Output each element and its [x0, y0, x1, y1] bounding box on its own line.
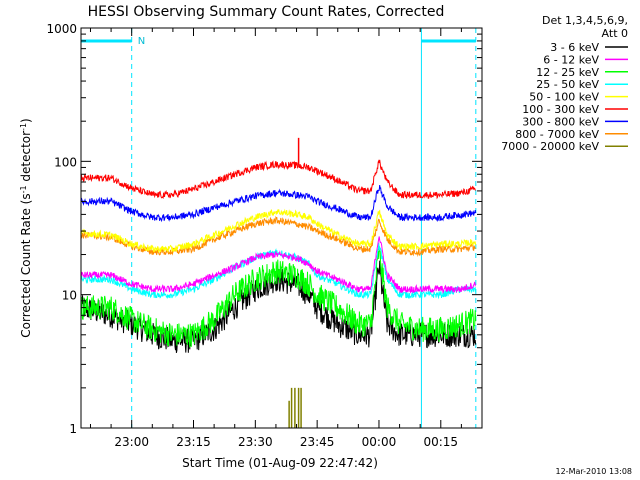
legend-label: 3 - 6 keV — [550, 41, 599, 54]
series-6-12keV-line — [80, 236, 477, 294]
x-tick-label: 23:45 — [300, 435, 335, 449]
x-tick-label: 23:30 — [238, 435, 273, 449]
legend-header: Det 1,3,4,5,6,9, — [542, 14, 628, 27]
x-tick-label: 23:00 — [114, 435, 149, 449]
plot-frame — [80, 27, 483, 429]
night-marker: N — [138, 36, 145, 47]
y-axis: 1000 100 10 1 — [46, 22, 482, 436]
x-tick-label: 00:15 — [423, 435, 458, 449]
legend-subheader: Att 0 — [602, 27, 628, 40]
x-tick-label: 23:15 — [176, 435, 211, 449]
y-tick-label: 100 — [54, 155, 77, 169]
legend-label: 25 - 50 keV — [536, 78, 599, 91]
x-tick-label: 00:00 — [362, 435, 397, 449]
legend-label: 6 - 12 keV — [543, 53, 599, 66]
series-300-800keV-line — [80, 185, 477, 223]
legend-label: 7000 - 20000 keV — [501, 140, 599, 153]
legend-label: 50 - 100 keV — [529, 91, 599, 104]
series-12-25keV-line — [80, 245, 477, 348]
legend-label: 800 - 7000 keV — [515, 128, 599, 141]
x-axis-label: Start Time (01-Aug-09 22:47:42) — [182, 456, 378, 470]
plot-area: N — [80, 28, 477, 428]
y-axis-label: Corrected Count Rate (s-1 detector-1) — [19, 118, 33, 337]
legend-label: 100 - 300 keV — [522, 103, 599, 116]
chart-title: HESSI Observing Summary Count Rates, Cor… — [88, 4, 445, 20]
y-tick-label: 1000 — [46, 22, 77, 36]
x-axis: 23:00 23:15 23:30 23:45 00:00 00:15 — [89, 28, 483, 449]
legend-label: 12 - 25 keV — [536, 66, 599, 79]
y-tick-label: 10 — [62, 289, 77, 303]
timestamp: 12-Mar-2010 13:08 — [556, 467, 633, 476]
legend-label: 300 - 800 keV — [522, 115, 599, 128]
y-tick-label: 1 — [69, 422, 77, 436]
series-50-100keV-line — [80, 208, 477, 253]
series-100-300keV-line — [80, 159, 477, 200]
